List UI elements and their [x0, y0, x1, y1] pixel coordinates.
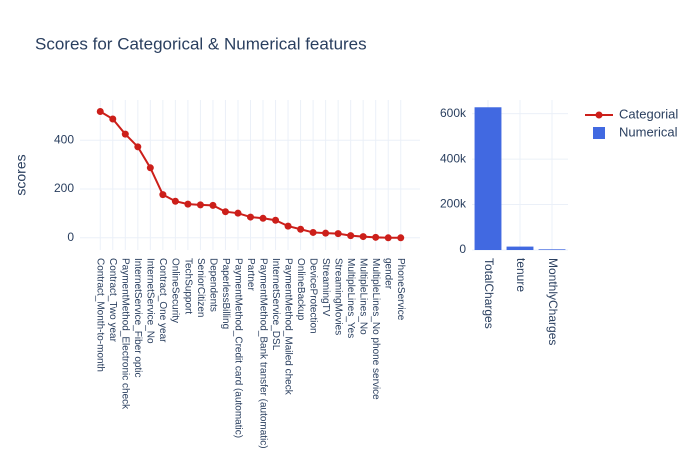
- marker: [221, 208, 229, 216]
- x-tick-label: PaperlessBilling: [220, 258, 231, 329]
- x-tick-label: StreamingMovies: [332, 258, 343, 335]
- marker: [146, 164, 154, 172]
- marker: [309, 228, 317, 236]
- x-tick-label: DeviceProtection: [307, 258, 318, 334]
- x-tick-label: Contract_Month-to-month: [95, 258, 106, 372]
- x-tick-label: StreamingTV: [320, 258, 331, 317]
- bar: [538, 249, 566, 250]
- x-tick-label: OnlineBackup: [295, 258, 306, 321]
- x-tick-label: Contract_One year: [157, 258, 168, 343]
- marker: [334, 230, 342, 238]
- legend-marker: [595, 111, 603, 119]
- x-tick-label: InternetService_No: [145, 258, 156, 344]
- bar: [506, 246, 534, 250]
- x-tick-label: TechSupport: [182, 258, 193, 314]
- marker: [96, 107, 104, 115]
- x-tick-label: PaymentMethod_Electronic check: [120, 258, 131, 410]
- x-tick-label: Partner: [245, 258, 256, 291]
- y-tick-label: 400: [54, 132, 74, 146]
- marker: [384, 234, 392, 242]
- marker: [209, 201, 217, 209]
- x-tick-label: MultipleLines_No: [358, 258, 369, 335]
- x-tick-label: PaymentMethod_Bank transfer (automatic): [257, 258, 268, 449]
- y-tick-label: 0: [459, 242, 466, 256]
- x-tick-label: InternetService_Fiber optic: [132, 258, 143, 378]
- marker: [372, 233, 380, 241]
- marker: [121, 130, 129, 138]
- x-tick-label: Contract_Two year: [107, 258, 118, 343]
- x-tick-label: tenure: [514, 258, 528, 292]
- y-tick-label: 400k: [440, 151, 467, 165]
- x-tick-label: MultipleLines_Yes: [345, 258, 356, 338]
- marker: [259, 214, 267, 222]
- x-tick-label: PhoneService: [395, 258, 406, 321]
- marker: [397, 234, 405, 242]
- legend-label: Numerical: [619, 124, 678, 139]
- marker: [297, 225, 305, 233]
- x-tick-label: MonthlyCharges: [546, 258, 560, 345]
- x-tick-label: OnlineSecurity: [170, 258, 181, 323]
- x-tick-label: PaymentMethod_Credit card (automatic): [232, 258, 243, 438]
- marker: [359, 233, 367, 241]
- y-tick-label: 200: [54, 181, 74, 195]
- y-tick-label: 200k: [440, 197, 467, 211]
- marker: [171, 197, 179, 205]
- marker: [109, 115, 117, 123]
- x-tick-label: Dependents: [207, 258, 218, 312]
- y-axis-title: scores: [13, 154, 29, 195]
- x-tick-label: InternetService_DSL: [270, 258, 281, 351]
- x-tick-label: PaymentMethod_Mailed check: [282, 258, 293, 396]
- chart-title: Scores for Categorical & Numerical featu…: [35, 34, 367, 53]
- bar: [474, 107, 502, 250]
- marker: [272, 216, 280, 224]
- legend-label: Categorial: [619, 106, 678, 121]
- x-tick-label: TotalCharges: [482, 258, 496, 329]
- marker: [284, 222, 292, 230]
- marker: [247, 213, 254, 221]
- x-tick-label: SeniorCitizen: [195, 258, 206, 317]
- legend-swatch: [593, 127, 605, 139]
- x-tick-label: gender: [383, 258, 394, 290]
- x-tick-label: MultipleLines_No phone service: [370, 258, 381, 400]
- marker: [234, 209, 242, 217]
- marker: [134, 143, 142, 151]
- marker: [184, 200, 192, 208]
- marker: [196, 201, 204, 209]
- marker: [159, 191, 167, 199]
- y-tick-label: 0: [67, 230, 74, 244]
- marker: [322, 229, 330, 237]
- y-tick-label: 600k: [440, 106, 467, 120]
- marker: [347, 232, 355, 240]
